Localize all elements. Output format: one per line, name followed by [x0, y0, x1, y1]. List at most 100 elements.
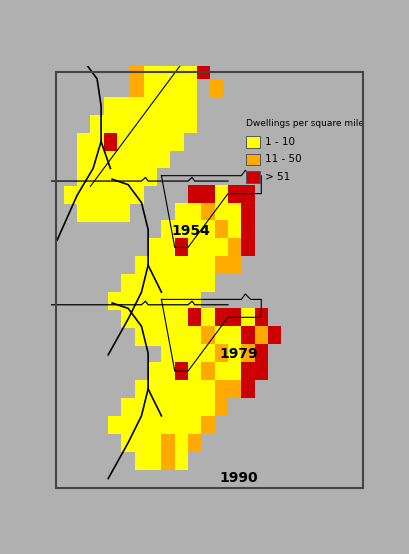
- Bar: [246, 136, 261, 147]
- Bar: [201, 257, 215, 274]
- Bar: [117, 151, 130, 168]
- Bar: [104, 168, 117, 186]
- Bar: [188, 326, 201, 344]
- Bar: [170, 97, 184, 115]
- Bar: [215, 184, 228, 203]
- Bar: [201, 274, 215, 292]
- Bar: [241, 362, 255, 380]
- Bar: [157, 151, 170, 168]
- Bar: [157, 97, 170, 115]
- Bar: [104, 186, 117, 204]
- Bar: [157, 61, 170, 79]
- Bar: [130, 186, 144, 204]
- Bar: [135, 416, 148, 434]
- Bar: [228, 203, 241, 220]
- Bar: [188, 309, 201, 326]
- Bar: [157, 79, 170, 97]
- Bar: [77, 151, 90, 168]
- Bar: [135, 328, 148, 346]
- Bar: [215, 238, 228, 257]
- Bar: [201, 398, 215, 416]
- Bar: [201, 326, 215, 344]
- Bar: [175, 434, 188, 452]
- Bar: [148, 362, 162, 380]
- Bar: [201, 184, 215, 203]
- Bar: [201, 344, 215, 362]
- Bar: [117, 115, 130, 132]
- Bar: [255, 344, 268, 362]
- Bar: [255, 309, 268, 326]
- Bar: [201, 238, 215, 257]
- Bar: [170, 115, 184, 132]
- Text: 1979: 1979: [219, 347, 258, 361]
- Bar: [90, 115, 104, 132]
- Bar: [210, 79, 224, 97]
- Bar: [215, 309, 228, 326]
- Bar: [77, 132, 90, 151]
- Bar: [215, 220, 228, 238]
- Bar: [228, 257, 241, 274]
- Bar: [201, 220, 215, 238]
- Bar: [197, 61, 210, 79]
- Bar: [130, 79, 144, 97]
- Bar: [170, 61, 184, 79]
- Bar: [130, 97, 144, 115]
- Bar: [215, 398, 228, 416]
- Bar: [148, 398, 162, 416]
- Bar: [104, 97, 117, 115]
- Bar: [135, 292, 148, 310]
- Bar: [188, 220, 201, 238]
- Bar: [148, 380, 162, 398]
- Text: 1990: 1990: [219, 471, 258, 485]
- Bar: [184, 61, 197, 79]
- Bar: [170, 132, 184, 151]
- Bar: [175, 344, 188, 362]
- Bar: [162, 257, 175, 274]
- Bar: [188, 184, 201, 203]
- Bar: [228, 326, 241, 344]
- Bar: [246, 171, 261, 183]
- Bar: [175, 362, 188, 380]
- Bar: [188, 380, 201, 398]
- Bar: [135, 380, 148, 398]
- Bar: [90, 132, 104, 151]
- Bar: [246, 153, 261, 166]
- Bar: [117, 204, 130, 222]
- Bar: [188, 292, 201, 310]
- Bar: [77, 186, 90, 204]
- Bar: [175, 238, 188, 257]
- Bar: [130, 151, 144, 168]
- Bar: [90, 151, 104, 168]
- Bar: [201, 380, 215, 398]
- Bar: [201, 362, 215, 380]
- Bar: [215, 203, 228, 220]
- Bar: [162, 434, 175, 452]
- Bar: [170, 43, 184, 61]
- Bar: [121, 292, 135, 310]
- Bar: [215, 257, 228, 274]
- Bar: [184, 97, 197, 115]
- Bar: [148, 292, 162, 310]
- Bar: [175, 452, 188, 470]
- Bar: [268, 326, 281, 344]
- Bar: [144, 61, 157, 79]
- Bar: [201, 203, 215, 220]
- Bar: [121, 416, 135, 434]
- Bar: [228, 309, 241, 326]
- Bar: [130, 132, 144, 151]
- Bar: [175, 310, 188, 328]
- Bar: [117, 168, 130, 186]
- Bar: [135, 274, 148, 292]
- Bar: [241, 326, 255, 344]
- Bar: [162, 328, 175, 346]
- Bar: [175, 274, 188, 292]
- Bar: [148, 328, 162, 346]
- Bar: [162, 292, 175, 310]
- Bar: [188, 398, 201, 416]
- Text: 1 - 10: 1 - 10: [265, 136, 295, 147]
- Bar: [162, 274, 175, 292]
- Text: 1954: 1954: [172, 224, 211, 238]
- Bar: [184, 79, 197, 97]
- Bar: [188, 257, 201, 274]
- Bar: [162, 344, 175, 362]
